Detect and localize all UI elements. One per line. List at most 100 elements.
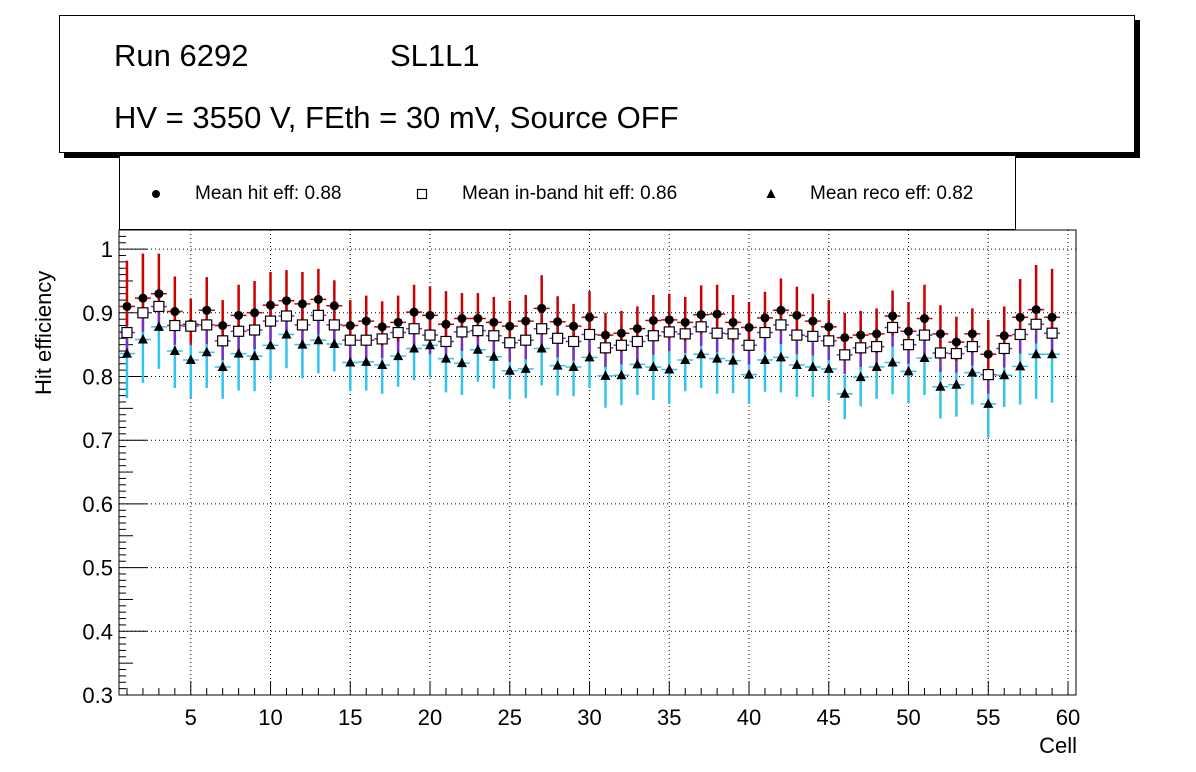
reco-eff-point xyxy=(823,363,834,373)
y-tick-label: 1 xyxy=(101,237,113,262)
reco-eff-point xyxy=(1047,348,1058,359)
inband-eff-point xyxy=(647,330,659,342)
inband-eff-point xyxy=(1046,327,1058,339)
inband-eff-point xyxy=(137,307,149,319)
hit-eff-point xyxy=(728,317,738,327)
hit-eff-point xyxy=(250,308,260,318)
inband-eff-point xyxy=(408,323,420,335)
hit-eff-point xyxy=(648,315,658,325)
hit-eff-point xyxy=(983,349,993,359)
inband-eff-point xyxy=(344,334,356,346)
legend-hit-label: Mean hit eff: 0.88 xyxy=(195,183,342,204)
reco-eff-point xyxy=(377,359,388,370)
hit-eff-point xyxy=(776,305,786,315)
inband-eff-point xyxy=(615,339,628,351)
x-tick-label: 5 xyxy=(185,705,197,730)
hit-eff-point xyxy=(473,314,483,324)
x-tick-label: 20 xyxy=(418,705,442,730)
axis-ticks: 5 10 15 20 25 30 35 40 45 50 55 60 0.3 0.4 0.5 0.6 0.7 0.… xyxy=(82,235,1080,730)
hit-eff-point xyxy=(680,317,690,327)
hit-eff-point xyxy=(393,317,403,327)
reco-eff-point xyxy=(903,365,914,376)
reco-eff-point xyxy=(137,334,148,344)
hit-eff-point xyxy=(1015,312,1025,322)
y-tick-label: 0.6 xyxy=(82,492,113,517)
data-markers xyxy=(121,289,1058,408)
y-tick-label: 0.3 xyxy=(82,683,113,708)
legend-reco-label: Mean reco eff: 0.82 xyxy=(810,183,974,204)
reco-eff-point xyxy=(329,338,340,349)
reco-eff-point xyxy=(807,361,818,371)
hit-eff-point xyxy=(234,310,244,320)
hit-eff-point xyxy=(616,328,626,338)
reco-eff-point xyxy=(664,364,675,374)
hit-eff-point xyxy=(441,319,451,329)
inband-eff-point xyxy=(552,332,564,344)
reco-eff-point xyxy=(552,360,563,370)
inband-eff-point xyxy=(982,368,994,381)
reco-eff-point xyxy=(504,365,515,375)
x-tick-label: 15 xyxy=(338,705,362,730)
hit-eff-point xyxy=(919,314,929,324)
hit-eff-point xyxy=(569,321,579,331)
inband-eff-point xyxy=(839,349,851,361)
hit-eff-point xyxy=(377,322,387,332)
inband-eff-point xyxy=(360,334,372,346)
reco-eff-point xyxy=(983,398,994,408)
reco-eff-point xyxy=(632,358,643,369)
hit-eff-point xyxy=(122,301,132,311)
inband-eff-point xyxy=(185,320,197,332)
reco-eff-point xyxy=(696,348,707,359)
hit-eff-point xyxy=(999,331,1009,341)
hit-eff-point xyxy=(1047,312,1057,322)
hit-eff-point xyxy=(600,330,610,340)
inband-eff-point xyxy=(567,335,580,348)
reco-eff-point xyxy=(361,356,372,366)
reco-eff-point xyxy=(201,346,212,357)
inband-eff-point xyxy=(121,326,133,339)
inband-eff-point xyxy=(376,333,388,345)
reco-eff-point xyxy=(919,352,930,363)
hit-eff-point xyxy=(170,307,180,317)
reco-eff-point xyxy=(1015,360,1026,371)
inband-eff-point xyxy=(233,325,245,337)
x-tick-label: 55 xyxy=(976,705,1000,730)
reco-eff-point xyxy=(121,348,132,358)
reco-eff-point xyxy=(712,353,723,363)
reco-eff-point xyxy=(616,369,627,380)
inband-eff-point xyxy=(312,309,324,321)
hit-eff-point xyxy=(872,329,882,339)
hit-eff-point xyxy=(266,300,276,310)
hit-eff-point xyxy=(138,293,148,303)
reco-eff-point xyxy=(728,355,739,365)
hit-eff-point xyxy=(202,305,212,315)
inband-eff-point xyxy=(631,335,643,348)
reco-eff-point xyxy=(472,344,483,354)
inband-eff-point xyxy=(392,326,404,339)
reco-eff-point xyxy=(648,361,659,371)
inband-eff-point xyxy=(264,315,277,327)
reco-eff-point xyxy=(967,367,978,377)
plot-frame xyxy=(118,229,1077,696)
hit-eff-point xyxy=(856,330,866,340)
conditions-label: HV = 3550 V, FEth = 30 mV, Source OFF xyxy=(114,100,679,135)
inband-eff-point xyxy=(775,319,787,331)
y-axis-label: Hit efficiency xyxy=(31,271,56,395)
reco-eff-point xyxy=(233,348,244,358)
hit-eff-point xyxy=(313,294,323,304)
inband-eff-point xyxy=(1014,328,1026,341)
y-tick-label: 0.9 xyxy=(82,301,113,326)
legend-inband-label: Mean in-band hit eff: 0.86 xyxy=(462,183,678,204)
inband-eff-point xyxy=(902,339,915,351)
hit-eff-point xyxy=(967,329,977,339)
inband-eff-point xyxy=(998,342,1010,355)
y-tick-label: 0.4 xyxy=(82,619,113,644)
y-tick-label: 0.7 xyxy=(82,428,113,453)
reco-eff-point xyxy=(887,356,898,367)
inband-eff-point xyxy=(1030,318,1042,330)
reco-eff-point xyxy=(281,328,292,339)
reco-eff-point xyxy=(600,370,611,380)
inband-eff-point xyxy=(296,319,309,331)
hit-eff-point xyxy=(345,321,355,331)
